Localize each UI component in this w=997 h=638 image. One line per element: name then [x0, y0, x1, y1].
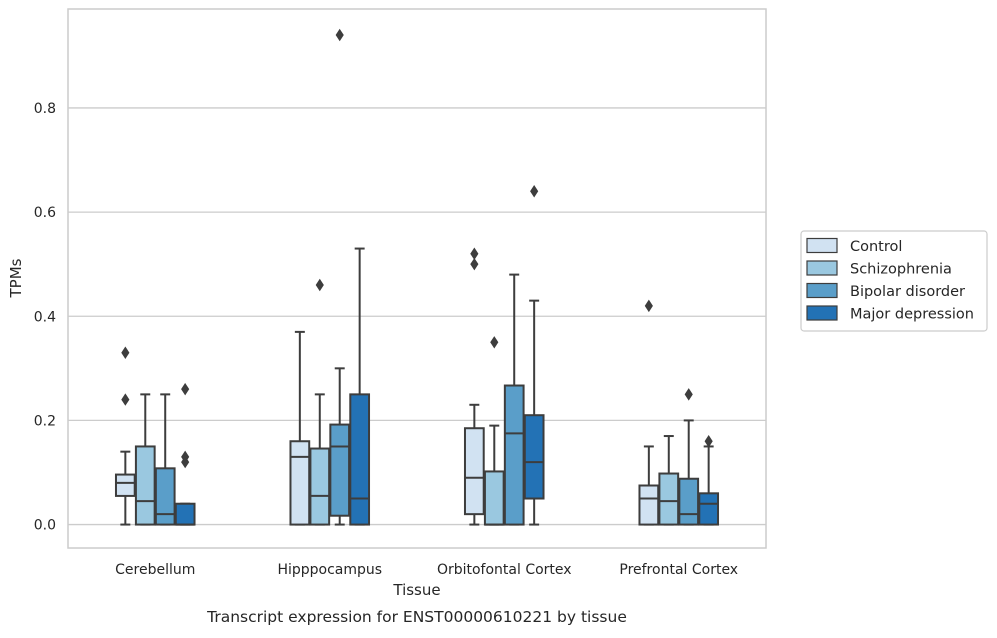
- legend-swatch: [806, 282, 838, 299]
- x-tick-labels: Cerebellum Hipppocampus Orbitofontal Corte…: [115, 562, 738, 578]
- outlier-point: [490, 336, 499, 349]
- box-control: [463, 247, 485, 526]
- y-tick-labels: 0.0 0.2 0.4 0.6 0.8: [34, 101, 56, 534]
- y-tick-label: 0.6: [34, 205, 56, 221]
- y-axis-label: TPMs: [7, 258, 25, 298]
- x-tick-label: Prefrontal Cortex: [619, 562, 738, 578]
- legend-swatch: [806, 260, 838, 276]
- box-control: [638, 299, 660, 526]
- legend-label: Bipolar disorder: [850, 284, 965, 300]
- y-tick-label: 0.2: [34, 413, 56, 429]
- outlier-point: [335, 28, 344, 42]
- box-major-depression: [698, 435, 720, 526]
- box-bipolar-disorder: [503, 273, 525, 526]
- y-tick-label: 0.0: [34, 518, 56, 534]
- box-major-depression: [523, 185, 545, 526]
- legend: Control Schizophrenia Bipolar disorder Majo…: [800, 230, 988, 332]
- outlier-point: [530, 185, 539, 198]
- outlier-point: [181, 450, 190, 464]
- legend-label: Major depression: [850, 307, 974, 323]
- box-control: [114, 346, 136, 526]
- box-iqr: [309, 447, 331, 526]
- figure-caption: Transcript expression for ENST0000061022…: [206, 608, 627, 626]
- box-schizophrenia: [483, 336, 505, 526]
- x-tick-label: Orbitofontal Cortex: [437, 562, 572, 578]
- box-iqr: [678, 477, 700, 526]
- outlier-point: [470, 257, 479, 271]
- box-bipolar-disorder: [154, 393, 176, 526]
- outlier-point: [121, 346, 130, 359]
- outlier-point: [684, 388, 693, 401]
- outlier-point: [644, 299, 653, 313]
- box-iqr: [349, 393, 371, 526]
- grid-layer: [68, 107, 766, 526]
- box-iqr: [114, 473, 136, 497]
- box-schizophrenia: [309, 278, 331, 526]
- box-schizophrenia: [658, 435, 680, 526]
- plot-frame: [67, 8, 767, 549]
- box-bipolar-disorder: [678, 388, 700, 526]
- box-iqr: [463, 427, 485, 516]
- box-iqr: [638, 484, 660, 526]
- box-major-depression: [174, 382, 196, 526]
- legend-swatch: [806, 237, 838, 254]
- x-axis-label: Tissue: [392, 581, 440, 599]
- box-iqr: [289, 440, 311, 526]
- box-schizophrenia: [134, 393, 156, 526]
- legend-swatch: [806, 305, 838, 321]
- x-tick-label: Cerebellum: [115, 562, 195, 578]
- box-iqr: [698, 492, 720, 526]
- box-control: [289, 330, 311, 526]
- box-iqr: [329, 423, 351, 517]
- legend-label: Control: [850, 239, 902, 255]
- x-tick-label: Hipppocampus: [277, 562, 382, 578]
- box-iqr: [134, 445, 156, 526]
- box-layer: [114, 28, 720, 526]
- box-iqr: [503, 384, 525, 526]
- box-iqr: [523, 414, 545, 500]
- y-tick-label: 0.8: [34, 101, 56, 117]
- legend-label: Schizophrenia: [850, 262, 952, 278]
- box-iqr: [154, 467, 176, 526]
- box-iqr: [174, 502, 196, 526]
- box-iqr: [483, 470, 505, 526]
- outlier-point: [121, 393, 130, 406]
- outlier-point: [181, 382, 190, 396]
- y-tick-label: 0.4: [34, 309, 56, 325]
- outlier-point: [704, 435, 713, 448]
- box-major-depression: [349, 247, 371, 526]
- outlier-point: [470, 247, 479, 260]
- outlier-point: [315, 278, 324, 292]
- box-iqr: [658, 472, 680, 526]
- legend-frame: [800, 230, 988, 332]
- box-bipolar-disorder: [329, 28, 351, 526]
